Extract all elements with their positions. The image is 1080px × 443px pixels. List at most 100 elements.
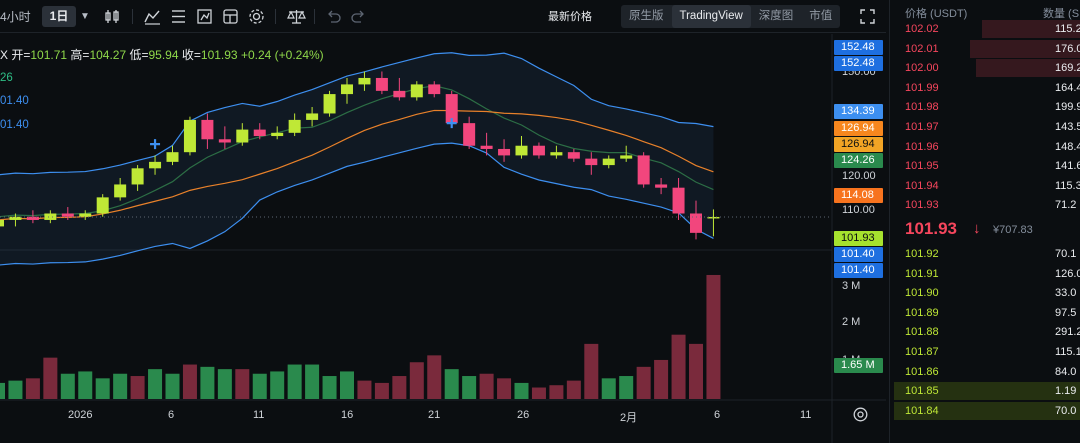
volume-axis-label: 2 M	[842, 316, 861, 328]
ma-label-3: 01.40	[0, 119, 29, 131]
bid-depth-bar	[893, 401, 1080, 420]
bid-row[interactable]: 101.91 126.0	[890, 264, 1080, 284]
bid-qty: 126.0	[1055, 267, 1080, 280]
ask-price: 101.97	[905, 121, 939, 133]
bid-row[interactable]: 101.92 70.1	[890, 244, 1080, 264]
ask-row[interactable]: 101.93 71.2	[890, 195, 1080, 215]
time-axis-label: 16	[341, 409, 354, 421]
candle-body	[306, 113, 319, 120]
bid-row[interactable]: 101.85 1.19	[890, 381, 1080, 401]
bid-price: 101.87	[905, 346, 939, 358]
candle-body	[393, 90, 406, 98]
ask-row[interactable]: 101.98 199.9	[890, 97, 1080, 117]
tab-depth[interactable]: 深度图	[758, 10, 794, 22]
volume-bar	[636, 366, 651, 399]
undo-icon[interactable]	[325, 8, 342, 25]
volume-bar	[270, 371, 285, 399]
chevron-down-icon[interactable]: ▼	[80, 11, 90, 22]
time-axis-label: 2月	[620, 412, 638, 424]
candle-body	[532, 145, 545, 156]
toolbar-divider	[275, 9, 276, 24]
candle-body	[183, 119, 196, 153]
bid-price: 101.90	[905, 287, 939, 300]
ask-row[interactable]: 101.95 141.6	[890, 156, 1080, 176]
interval-4h-button[interactable]: 4小时	[0, 10, 31, 24]
bid-row[interactable]: 101.88 291.2	[890, 322, 1080, 342]
ask-qty: 148.4	[1055, 140, 1080, 153]
tab-tradingview[interactable]: TradingView	[671, 5, 751, 28]
volume-bar	[340, 371, 354, 399]
bid-price: 101.92	[905, 248, 939, 260]
indicator-icon[interactable]	[144, 8, 161, 25]
volume-axis-label: 3 M	[842, 280, 861, 292]
candle-body	[690, 213, 702, 233]
ask-row[interactable]: 101.96 148.4	[890, 137, 1080, 157]
bid-qty: 115.1	[1055, 346, 1080, 358]
bid-row[interactable]: 101.86 84.0	[890, 362, 1080, 382]
bid-row[interactable]: 101.90 33.0	[890, 283, 1080, 303]
order-book-mid-price: 101.93 ↓ ¥707.83	[905, 218, 1080, 242]
settings-icon[interactable]	[248, 8, 265, 25]
volume-bar	[531, 387, 546, 399]
candle-body	[61, 213, 74, 217]
bid-qty: 84.0	[1055, 365, 1077, 378]
price-tag-upper-band: 152.48	[834, 56, 883, 71]
open-value: 101.71	[30, 48, 68, 62]
layout-icon[interactable]	[222, 8, 239, 25]
candles-icon[interactable]	[104, 8, 121, 25]
crosshair-tool-icon[interactable]	[196, 8, 213, 25]
volume-bar	[497, 378, 512, 399]
bid-depth-bar	[893, 382, 1080, 401]
bid-row[interactable]: 101.84 70.0	[890, 401, 1080, 421]
lower-band-line	[0, 142, 714, 266]
ask-qty: 143.5	[1055, 121, 1080, 133]
ask-qty: 176.0	[1055, 42, 1080, 55]
candle-body	[620, 155, 633, 159]
volume-bar	[217, 369, 232, 399]
candle-body	[341, 84, 353, 95]
price-tag-lower-band: 101.40	[834, 263, 883, 278]
fullscreen-icon[interactable]	[859, 8, 876, 25]
tab-market-cap[interactable]: 市值	[809, 10, 833, 22]
bid-row[interactable]: 101.87 115.1	[890, 342, 1080, 362]
ask-row[interactable]: 101.97 143.5	[890, 117, 1080, 137]
latest-price-toggle[interactable]: 最新价格	[548, 11, 592, 23]
volume-bar	[584, 343, 599, 399]
ask-row[interactable]: 102.01 176.0	[890, 39, 1080, 59]
chart-toolbar: 4小时 1日 ▼	[0, 0, 886, 33]
ask-row[interactable]: 101.99 164.4	[890, 78, 1080, 98]
candle-body	[9, 216, 22, 220]
ask-row[interactable]: 102.00 169.2	[890, 58, 1080, 78]
candle-body	[410, 84, 423, 98]
mid-price-fiat: ¥707.83	[993, 224, 1033, 236]
order-book: 价格 (USDT) 数量 (S 102.02 115.2 102.01 176.0 10…	[889, 0, 1080, 443]
interval-1d-button[interactable]: 1日	[42, 6, 76, 27]
scale-icon[interactable]	[287, 8, 306, 25]
volume-bar	[444, 369, 459, 399]
volume-bar	[514, 382, 529, 399]
volume-bar	[409, 362, 424, 399]
candle-body	[26, 216, 39, 220]
menu-lines-icon[interactable]	[170, 8, 187, 25]
time-axis-label: 6	[714, 409, 721, 421]
tab-native[interactable]: 原生版	[629, 10, 664, 22]
redo-icon[interactable]	[350, 8, 367, 25]
bid-qty: 1.19	[1055, 385, 1077, 398]
price-tag-ma: 114.08	[834, 188, 883, 203]
ask-row[interactable]: 102.02 115.2	[890, 19, 1080, 39]
candle-body	[567, 152, 580, 159]
volume-bar	[392, 376, 407, 399]
price-chart[interactable]: X 开=101.71 高=104.27 低=95.94 收=101.93 +0.…	[0, 34, 886, 443]
volume-bar	[619, 376, 634, 399]
ask-price: 101.94	[905, 179, 939, 192]
ask-row[interactable]: 101.94 115.3	[890, 176, 1080, 196]
candlestick-chart-canvas[interactable]	[0, 34, 886, 443]
chart-settings-gear-icon[interactable]	[852, 406, 869, 423]
candle-body	[637, 155, 650, 185]
time-axis-label: 11	[253, 409, 265, 421]
volume-bar	[706, 274, 721, 399]
candle-body	[585, 158, 598, 166]
candle-body	[515, 145, 528, 156]
bid-row[interactable]: 101.89 97.5	[890, 303, 1080, 323]
toolbar-divider	[132, 9, 133, 24]
